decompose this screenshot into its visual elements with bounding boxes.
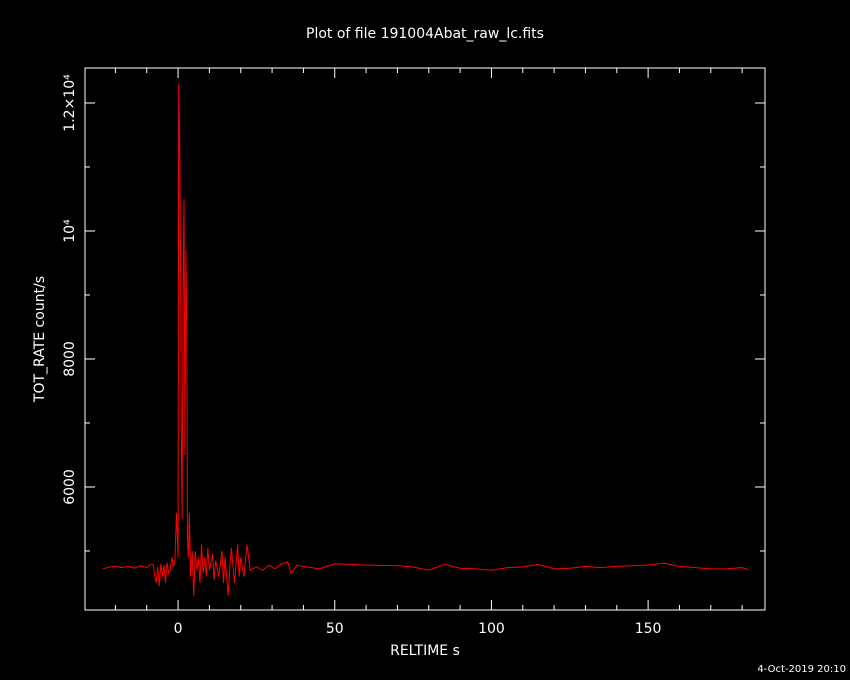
y-tick-label: 1.2×10⁴: [62, 74, 78, 132]
y-tick-label: 10⁴: [62, 219, 78, 243]
y-axis-label: TOT_RATE count/s: [32, 276, 48, 403]
plot-frame: [84, 67, 766, 611]
x-axis-label: RELTIME s: [390, 643, 460, 659]
chart-title: Plot of file 191004Abat_raw_lc.fits: [306, 26, 544, 42]
x-tick-label: 50: [326, 621, 344, 637]
x-tick-label: 0: [174, 621, 183, 637]
light-curve: [102, 83, 749, 596]
y-tick-label: 8000: [62, 341, 78, 377]
y-tick-label: 6000: [62, 469, 78, 505]
x-tick-label: 100: [478, 621, 505, 637]
x-tick-label: 150: [635, 621, 662, 637]
timestamp: 4-Oct-2019 20:10: [757, 664, 846, 675]
